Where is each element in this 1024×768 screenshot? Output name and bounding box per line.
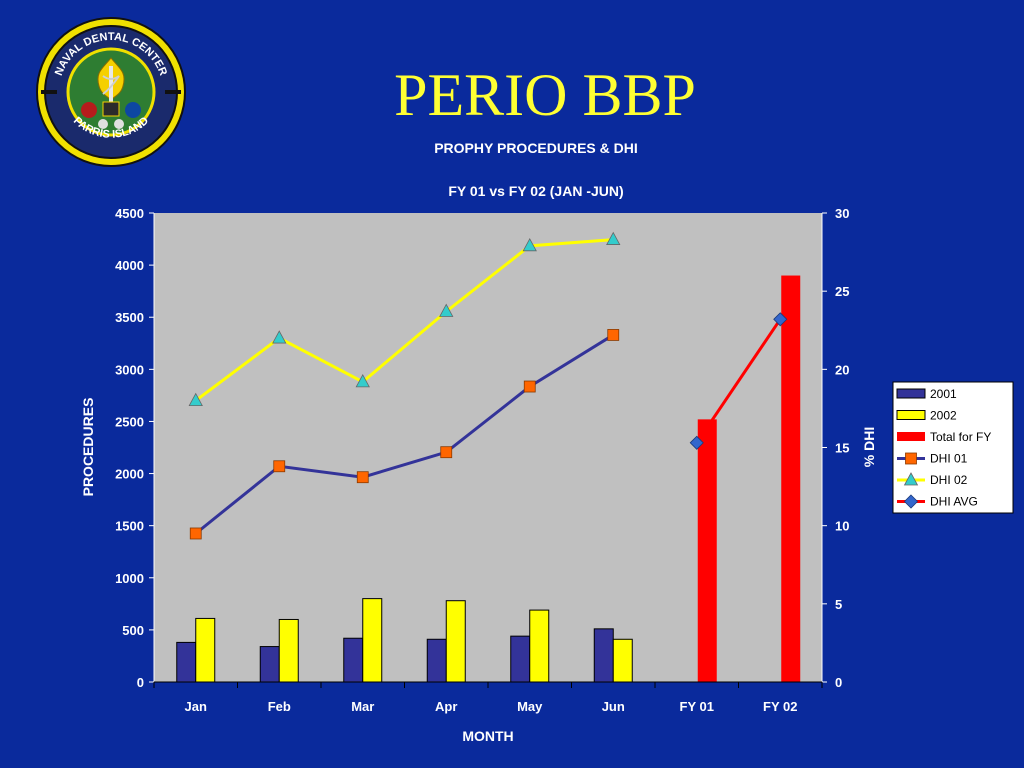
bar-total-fy-01 [697,419,717,682]
y2-tick-label: 10 [835,519,849,534]
y-tick-label: 4500 [115,206,144,221]
legend-box [892,381,1014,514]
chart-title: PROPHY PROCEDURES & DHI [434,140,638,156]
legend-label-total-for-fy: Total for FY [930,430,991,444]
legend-label-2001: 2001 [930,387,957,401]
x-tick-label: FY 01 [680,699,714,714]
y-axis-label: PROCEDURES [80,398,96,497]
y-tick-label: 1000 [115,571,144,586]
x-tick-label: Feb [268,699,291,714]
legend-label-dhi-02: DHI 02 [930,473,968,487]
y-tick-label: 2000 [115,467,144,482]
naval-dental-center-seal: NAVAL DENTAL CENTER PARRIS ISLAND [36,17,186,167]
point-dhi-02-may [522,237,537,252]
bar-2001-apr [426,638,447,683]
bar-2001-feb [259,646,280,683]
point-dhi-01-jun [607,329,620,341]
line-dhi-01 [194,333,615,535]
legend-label-2002: 2002 [930,409,957,423]
bar-2002-apr [445,600,466,683]
point-dhi-01-may [523,380,536,393]
bar-2001-jun [593,628,614,683]
legend-marker-dhi-avg [903,494,919,509]
bar-2001-mar [343,637,364,683]
point-dhi-avg-fy-02 [773,312,788,327]
chart-subtitle: FY 01 vs FY 02 (JAN -JUN) [448,183,623,199]
y2-axis-label: % DHI [861,427,877,467]
bar-2002-feb [278,618,299,683]
x-tick-label: Jun [602,699,625,714]
point-dhi-01-jan [189,527,202,540]
y2-tick-label: 5 [835,597,842,612]
point-dhi-01-apr [440,446,453,459]
plot-area [154,213,822,682]
legend-marker-dhi-01 [905,452,917,465]
bar-2002-mar [362,598,383,683]
legend-swatch-total-for-fy [897,432,925,441]
y-tick-label: 4000 [115,258,144,273]
x-tick-label: May [517,699,543,714]
bar-2001-may [510,635,531,683]
legend-swatch-2002 [896,410,926,420]
x-tick-label: FY 02 [763,699,797,714]
legend-label-dhi-avg: DHI AVG [930,495,978,509]
line-dhi-02 [194,238,614,402]
y2-tick-label: 30 [835,206,849,221]
y2-tick-label: 0 [835,675,842,690]
point-dhi-01-mar [356,471,369,484]
legend: 2001 2002 Total for FY DHI 01 DHI 02 DHI AVG [892,381,1014,514]
point-dhi-avg-fy-01 [689,435,704,450]
bar-2002-may [529,609,550,683]
point-dhi-01-feb [273,460,286,473]
point-dhi-02-jun [606,231,621,245]
bar-2002-jan [195,617,216,683]
bar-total-fy-02 [781,275,801,682]
legend-swatch-2001 [896,388,926,399]
point-dhi-02-apr [439,303,454,317]
point-dhi-02-mar [355,374,370,388]
line-dhi-avg [695,318,782,444]
point-dhi-02-feb [272,330,287,344]
seal-emblem-icon [81,57,141,129]
y2-tick-label: 15 [835,441,849,456]
y-tick-label: 0 [137,675,144,690]
x-tick-label: Apr [435,699,457,714]
y-tick-label: 3000 [115,362,144,377]
x-tick-label: Jan [185,699,207,714]
x-tick-label: Mar [351,699,374,714]
x-axis-label: MONTH [462,728,513,744]
y-tick-label: 3500 [115,310,144,325]
legend-label-dhi-01: DHI 01 [930,452,968,466]
y-tick-label: 2500 [115,414,144,429]
legend-marker-dhi-02 [903,472,919,486]
y2-tick-label: 20 [835,362,849,377]
slide-title: PERIO BBP [394,62,696,128]
bar-2002-jun [612,638,633,683]
y-tick-label: 1500 [115,519,144,534]
y-tick-label: 500 [122,623,144,638]
y2-tick-label: 25 [835,284,849,299]
bar-2001-jan [176,641,197,683]
point-dhi-02-jan [188,392,203,407]
